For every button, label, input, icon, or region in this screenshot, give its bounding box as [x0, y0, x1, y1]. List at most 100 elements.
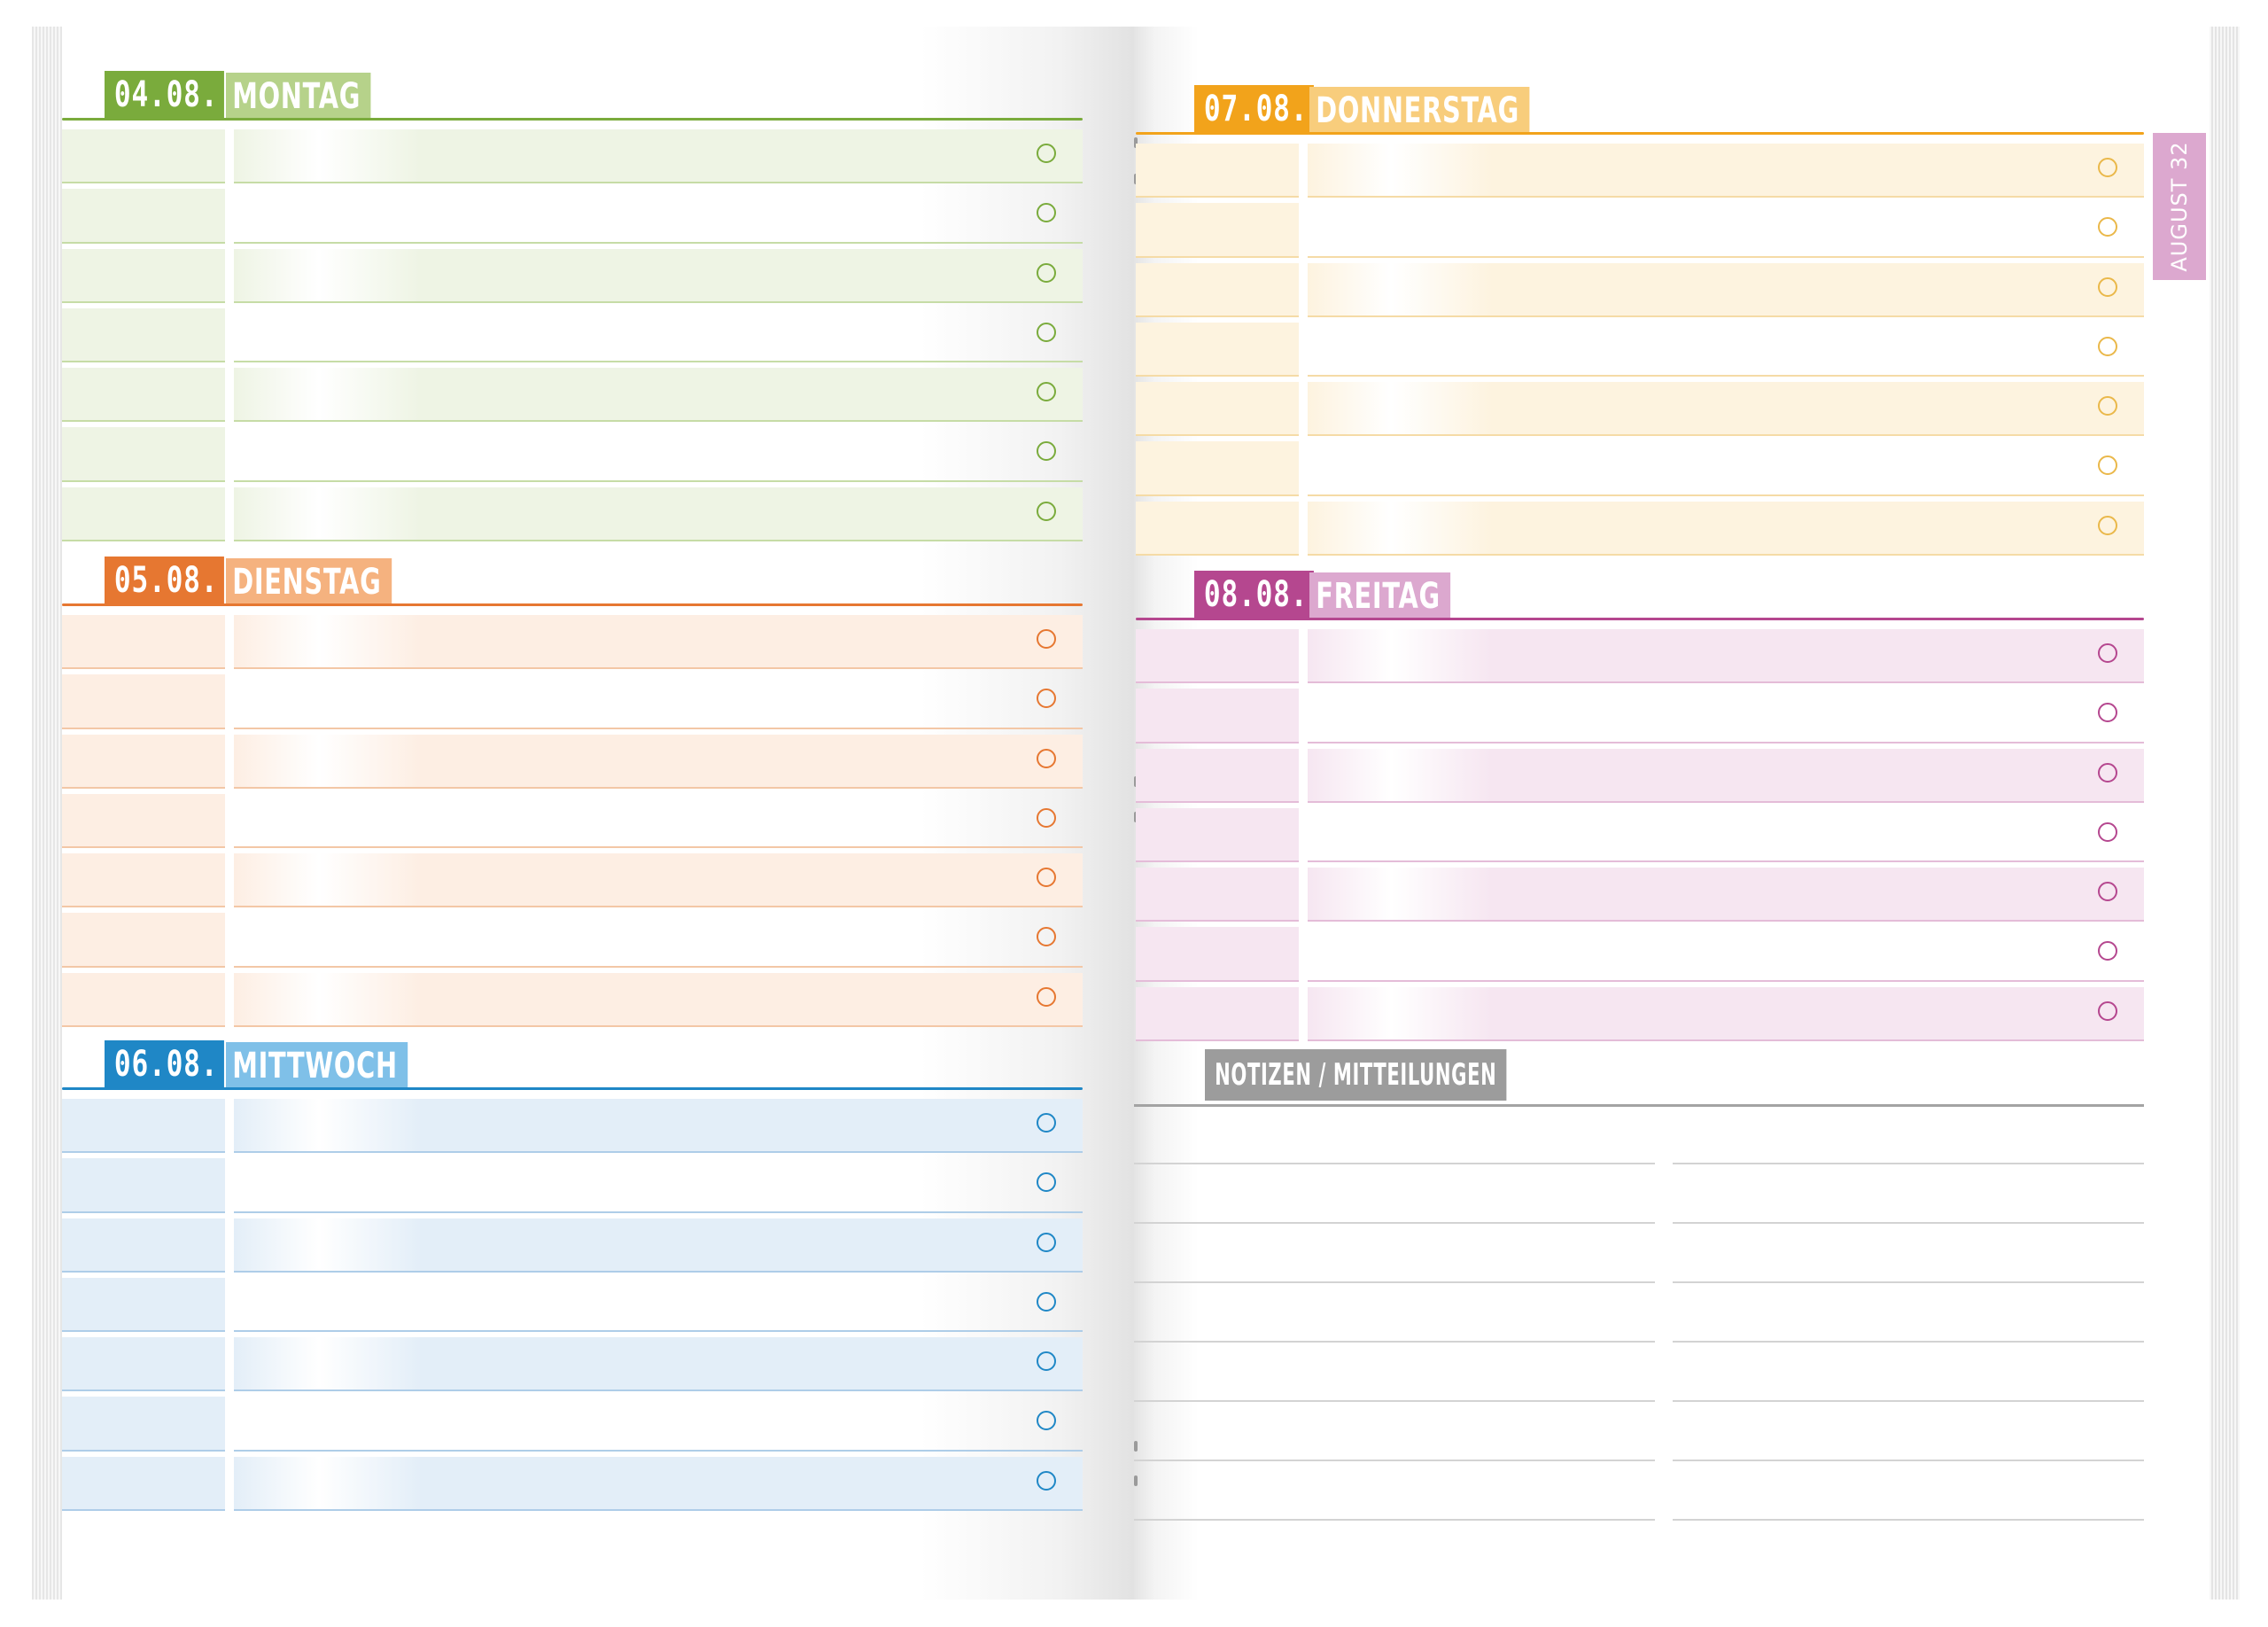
time-cell[interactable] — [62, 615, 225, 669]
entry-row[interactable] — [1136, 496, 2144, 557]
entry-line[interactable] — [234, 1099, 1083, 1153]
entry-line[interactable] — [234, 189, 1083, 243]
notes-line[interactable] — [1673, 1460, 2144, 1461]
checkbox-circle[interactable] — [1037, 868, 1056, 888]
entry-row[interactable] — [1136, 624, 2144, 684]
entry-row[interactable] — [1136, 982, 2144, 1042]
entry-row[interactable] — [62, 362, 1083, 423]
notes-line[interactable] — [1673, 1341, 2144, 1343]
entry-row[interactable] — [1136, 377, 2144, 437]
entry-line[interactable] — [234, 1218, 1083, 1273]
entry-row[interactable] — [1136, 436, 2144, 496]
entry-row[interactable] — [62, 669, 1083, 729]
time-cell[interactable] — [62, 427, 225, 482]
entry-row[interactable] — [62, 482, 1083, 542]
entry-line[interactable] — [1308, 986, 2144, 1041]
checkbox-circle[interactable] — [1037, 689, 1056, 709]
checkbox-circle[interactable] — [2098, 821, 2117, 842]
entry-line[interactable] — [234, 972, 1083, 1027]
time-cell[interactable] — [1136, 501, 1299, 556]
checkbox-circle[interactable] — [1037, 322, 1056, 342]
checkbox-circle[interactable] — [1037, 1232, 1056, 1252]
entry-line[interactable] — [1308, 927, 2144, 981]
checkbox-circle[interactable] — [2098, 158, 2117, 177]
entry-row[interactable] — [62, 907, 1083, 968]
checkbox-circle[interactable] — [2098, 882, 2117, 902]
checkbox-circle[interactable] — [1037, 144, 1056, 163]
time-cell[interactable] — [62, 674, 225, 729]
time-cell[interactable] — [62, 913, 225, 968]
entry-row[interactable] — [62, 789, 1083, 849]
entry-line[interactable] — [1308, 689, 2144, 743]
entry-row[interactable] — [62, 1094, 1083, 1154]
entry-row[interactable] — [62, 848, 1083, 908]
checkbox-circle[interactable] — [1037, 748, 1056, 768]
entry-row[interactable] — [62, 244, 1083, 303]
entry-row[interactable] — [1136, 138, 2144, 199]
checkbox-circle[interactable] — [2098, 1000, 2117, 1021]
entry-line[interactable] — [234, 427, 1083, 481]
time-cell[interactable] — [62, 248, 225, 303]
checkbox-circle[interactable] — [1037, 986, 1056, 1007]
entry-row[interactable] — [62, 1391, 1083, 1452]
entry-line[interactable] — [1308, 382, 2144, 437]
checkbox-circle[interactable] — [2098, 515, 2117, 535]
time-cell[interactable] — [62, 1158, 225, 1213]
entry-line[interactable] — [234, 734, 1083, 789]
time-cell[interactable] — [62, 793, 225, 848]
time-cell[interactable] — [1136, 262, 1299, 317]
notes-line[interactable] — [1134, 1460, 1655, 1461]
entry-line[interactable] — [234, 1278, 1083, 1332]
entry-row[interactable] — [1136, 683, 2144, 743]
checkbox-circle[interactable] — [2098, 336, 2117, 356]
entry-row[interactable] — [62, 1153, 1083, 1213]
checkbox-circle[interactable] — [1037, 1113, 1056, 1133]
time-cell[interactable] — [1136, 144, 1299, 198]
time-cell[interactable] — [62, 129, 225, 183]
checkbox-circle[interactable] — [1037, 1291, 1056, 1312]
entry-line[interactable] — [1308, 629, 2144, 683]
entry-line[interactable] — [234, 1397, 1083, 1451]
notes-line[interactable] — [1673, 1222, 2144, 1224]
entry-row[interactable] — [62, 124, 1083, 184]
entry-row[interactable] — [1136, 258, 2144, 317]
time-cell[interactable] — [62, 368, 225, 423]
time-cell[interactable] — [62, 1277, 225, 1332]
entry-row[interactable] — [1136, 198, 2144, 258]
time-cell[interactable] — [1136, 748, 1299, 803]
entry-row[interactable] — [1136, 317, 2144, 378]
checkbox-circle[interactable] — [1037, 1411, 1056, 1431]
entry-line[interactable] — [234, 308, 1083, 362]
notes-line[interactable] — [1673, 1519, 2144, 1521]
entry-line[interactable] — [234, 794, 1083, 848]
entry-line[interactable] — [1308, 262, 2144, 317]
entry-row[interactable] — [62, 1273, 1083, 1333]
entry-line[interactable] — [1308, 868, 2144, 922]
entry-row[interactable] — [62, 1213, 1083, 1273]
checkbox-circle[interactable] — [1037, 203, 1056, 223]
entry-row[interactable] — [62, 729, 1083, 789]
time-cell[interactable] — [62, 1099, 225, 1153]
entry-line[interactable] — [234, 248, 1083, 303]
notes-line[interactable] — [1134, 1163, 1655, 1164]
time-cell[interactable] — [1136, 203, 1299, 258]
checkbox-circle[interactable] — [1037, 501, 1056, 521]
entry-row[interactable] — [1136, 803, 2144, 863]
checkbox-circle[interactable] — [1037, 927, 1056, 947]
time-cell[interactable] — [1136, 868, 1299, 922]
checkbox-circle[interactable] — [2098, 643, 2117, 663]
entry-line[interactable] — [234, 1337, 1083, 1392]
checkbox-circle[interactable] — [1037, 441, 1056, 462]
time-cell[interactable] — [62, 1456, 225, 1511]
entry-line[interactable] — [234, 853, 1083, 908]
time-cell[interactable] — [62, 853, 225, 908]
notes-line[interactable] — [1673, 1400, 2144, 1402]
checkbox-circle[interactable] — [1037, 262, 1056, 283]
checkbox-circle[interactable] — [2098, 941, 2117, 961]
checkbox-circle[interactable] — [1037, 1351, 1056, 1372]
entry-line[interactable] — [234, 487, 1083, 541]
entry-row[interactable] — [62, 303, 1083, 363]
notes-line[interactable] — [1134, 1281, 1655, 1283]
entry-line[interactable] — [1308, 501, 2144, 556]
entry-row[interactable] — [62, 422, 1083, 482]
